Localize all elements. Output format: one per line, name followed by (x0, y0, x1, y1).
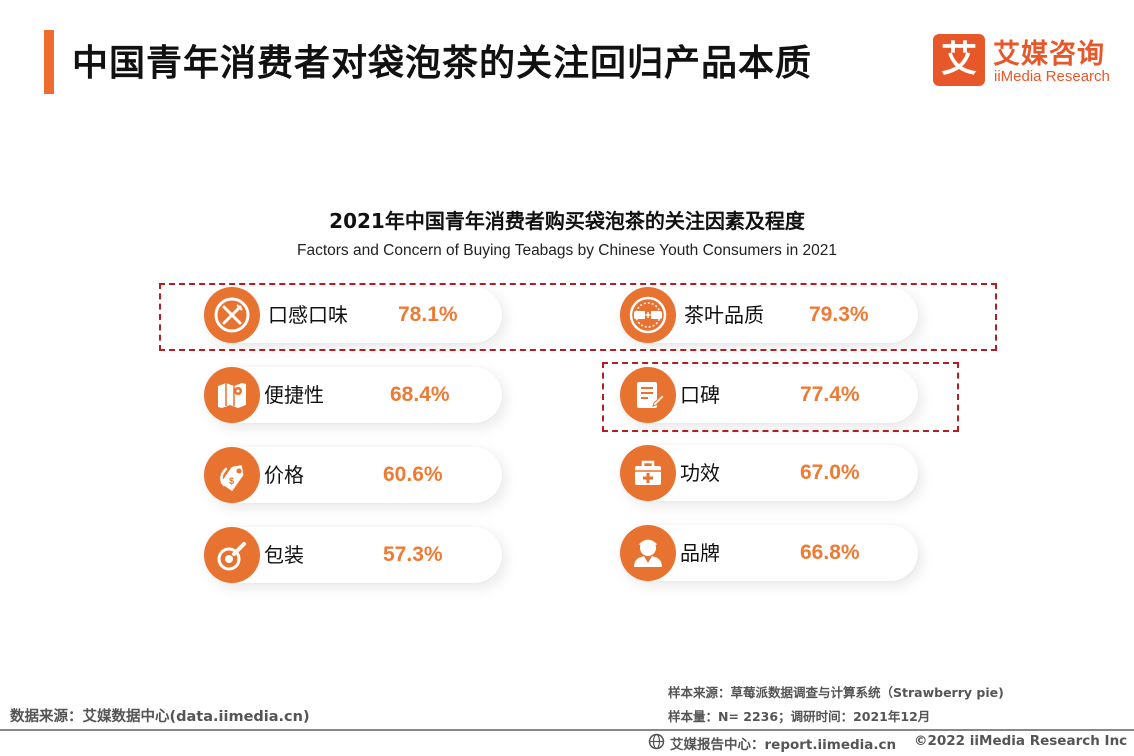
factor-card-taste: 口感口味 78.1% (204, 287, 502, 343)
report-center-link[interactable]: 艾媒报告中心：report.iimedia.cn (670, 737, 897, 753)
review-note-icon (620, 367, 676, 423)
fork-knife-icon (204, 287, 260, 343)
factor-label: 包装 (264, 543, 304, 567)
logo-mark: 艾 (933, 34, 985, 86)
copyright: ©2022 iiMedia Research Inc (914, 733, 1128, 749)
factor-card-convenience: 便捷性 68.4% (204, 367, 502, 423)
factor-label: 价格 (264, 463, 304, 487)
chart-title-en: Factors and Concern of Buying Teabags by… (297, 242, 837, 259)
quality-seal-icon (620, 287, 676, 343)
factor-value: 60.6% (383, 463, 443, 486)
map-icon (204, 367, 260, 423)
factor-value: 68.4% (390, 383, 450, 406)
factor-value: 57.3% (383, 543, 443, 566)
globe-icon (648, 733, 665, 750)
data-source: 数据来源：艾媒数据中心(data.iimedia.cn) (10, 709, 310, 725)
factor-card-packaging: 包装 57.3% (204, 527, 502, 583)
footer-bottom: 艾媒报告中心：report.iimedia.cn ©2022 iiMedia R… (648, 733, 1128, 753)
factor-label: 茶叶品质 (684, 303, 764, 327)
highlight-box-top-row (159, 283, 997, 351)
factor-card-efficacy: 功效 67.0% (620, 445, 918, 501)
factor-value: 77.4% (800, 383, 860, 406)
medical-kit-icon (620, 445, 676, 501)
iimedia-logo: 艾 艾媒咨询 iiMedia Research (933, 34, 1113, 90)
svg-text:$: $ (229, 476, 234, 486)
logo-cn-text: 艾媒咨询 (993, 39, 1105, 70)
title-accent-bar (44, 30, 54, 94)
factor-label: 功效 (680, 461, 720, 485)
factor-card-reputation: 口碑 77.4% (620, 367, 918, 423)
factor-label: 品牌 (680, 541, 720, 565)
factor-card-quality: 茶叶品质 79.3% (620, 287, 918, 343)
brand-person-icon (620, 525, 676, 581)
chart-title-cn: 2021年中国青年消费者购买袋泡茶的关注因素及程度 (329, 209, 805, 233)
factor-value: 79.3% (809, 303, 869, 326)
factor-card-brand: 品牌 66.8% (620, 525, 918, 581)
factor-value: 66.8% (800, 541, 860, 564)
factor-label: 口感口味 (268, 303, 348, 327)
highlight-box-reputation (602, 362, 959, 432)
factor-label: 便捷性 (264, 383, 324, 407)
page-title: 中国青年消费者对袋泡茶的关注回归产品本质 (72, 43, 813, 84)
factor-label: 口碑 (680, 383, 720, 407)
sample-size: 样本量：N= 2236；调研时间：2021年12月 (668, 709, 931, 724)
sample-source: 样本来源：草莓派数据调查与计算系统（Strawberry pie) (668, 685, 1004, 700)
price-tag-icon: $ (204, 447, 260, 503)
factor-value: 67.0% (800, 461, 860, 484)
footer-divider (0, 729, 1134, 731)
factor-value: 78.1% (398, 303, 458, 326)
factor-card-price: $ 价格 60.6% (204, 447, 502, 503)
logo-en-text: iiMedia Research (994, 68, 1110, 85)
package-icon (204, 527, 260, 583)
